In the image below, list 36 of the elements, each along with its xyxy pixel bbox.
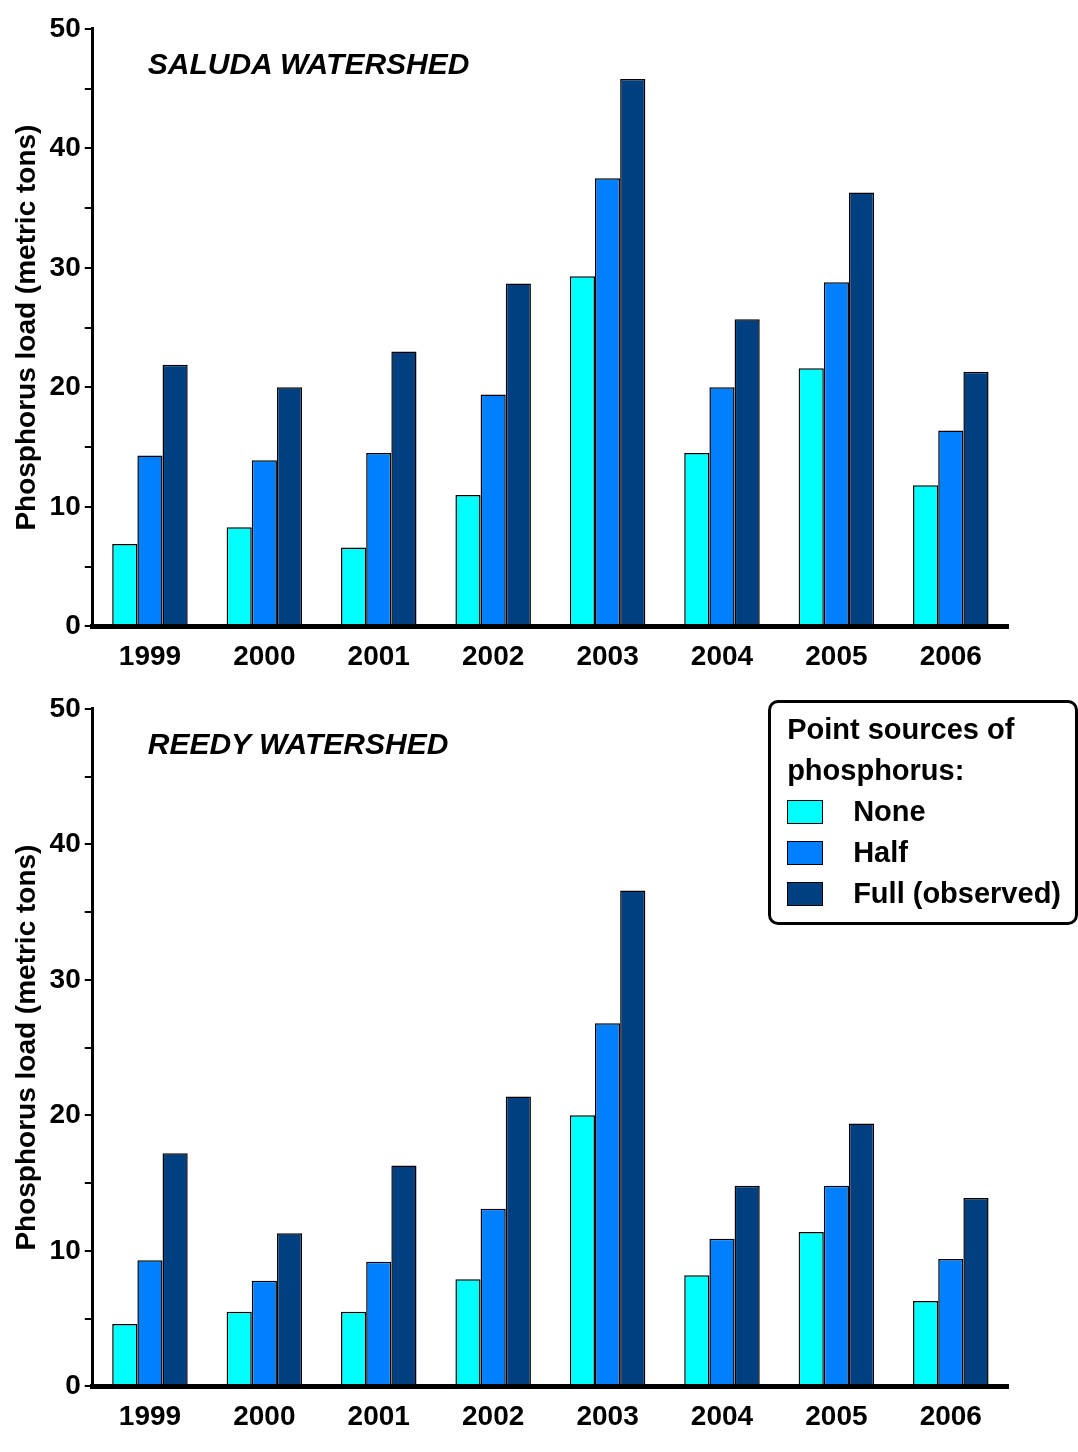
text: SALUDA WATERSHED — [147, 47, 470, 81]
y-tick-label: 40 — [49, 131, 81, 163]
y-tick-label: 20 — [49, 370, 81, 402]
y-tick-label: 0 — [65, 609, 81, 641]
x-tick-label: 2005 — [805, 639, 868, 671]
x-tick-label: 2004 — [690, 639, 754, 671]
y-axis-title: Phosphorus load (metric tons) — [9, 124, 41, 531]
x-tick-label: 2000 — [233, 639, 296, 671]
x-tick-label: 2000 — [233, 1399, 296, 1431]
x-tick-label: 2006 — [919, 1399, 982, 1431]
x-tick-label: 2001 — [347, 639, 410, 671]
x-tick-label: 2003 — [576, 639, 639, 671]
x-tick-label: 2006 — [919, 639, 982, 671]
x-tick-label: 2003 — [576, 1399, 639, 1431]
y-axis-title: Phosphorus load (metric tons) — [9, 844, 41, 1251]
y-tick-label: 50 — [49, 691, 81, 723]
y-tick-label: 10 — [49, 1233, 81, 1265]
y-tick-label: 20 — [49, 1098, 81, 1130]
y-tick-label: 30 — [49, 250, 81, 282]
legend-label: Full (observed) — [853, 876, 1061, 911]
x-tick-label: 2005 — [805, 1399, 868, 1431]
y-tick-label: 50 — [49, 11, 81, 43]
x-tick-label: 2004 — [690, 1399, 754, 1431]
y-tick-label: 30 — [49, 962, 81, 994]
text: REEDY WATERSHED — [147, 727, 449, 761]
x-tick-label: 1999 — [118, 639, 182, 671]
y-tick-label: 0 — [65, 1369, 81, 1401]
x-tick-label: 2002 — [462, 1399, 525, 1431]
y-tick-label: 10 — [49, 489, 81, 521]
legend-title: Point sources of phosphorus: — [787, 712, 1016, 788]
legend-label: Half — [853, 835, 908, 870]
y-tick-label: 40 — [49, 827, 81, 859]
x-tick-label: 2001 — [347, 1399, 410, 1431]
x-tick-label: 2002 — [462, 639, 525, 671]
x-tick-label: 1999 — [118, 1399, 182, 1431]
legend-label: None — [853, 794, 926, 829]
